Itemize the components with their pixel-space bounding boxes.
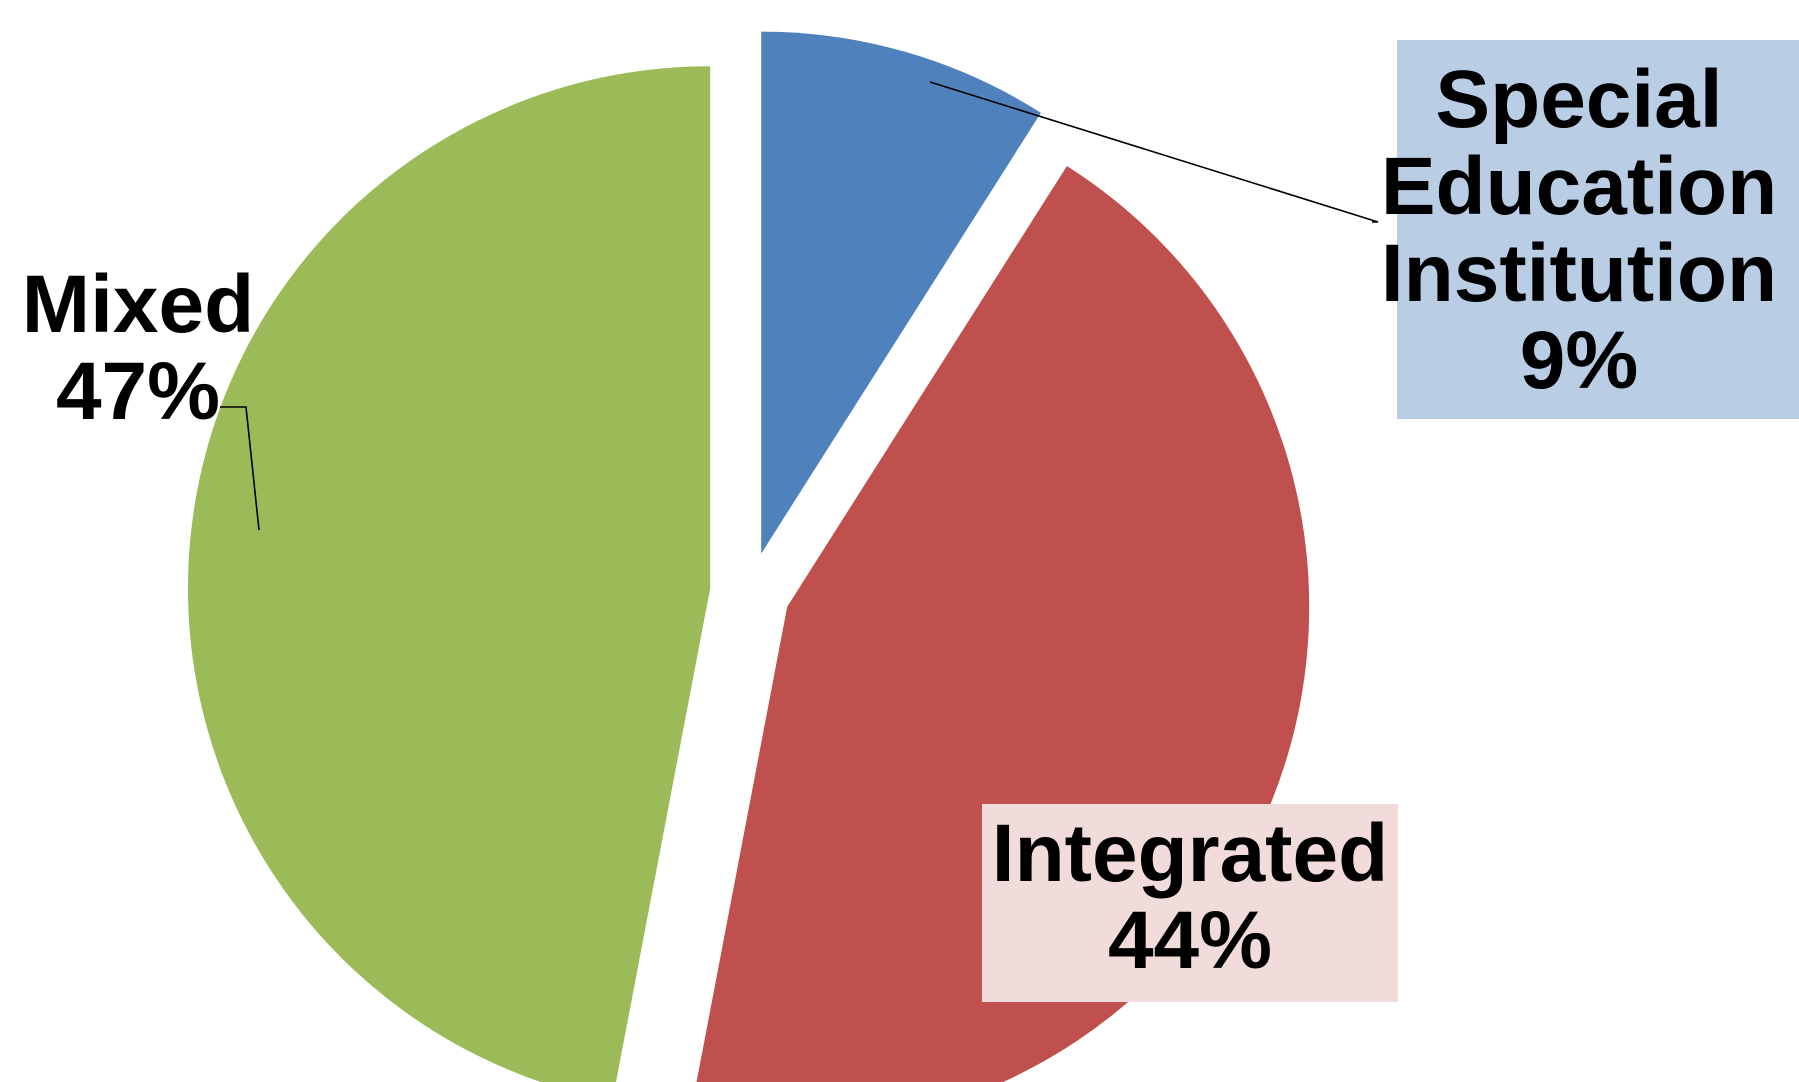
leader-line-special-education-institution	[929, 81, 1379, 223]
data-label-category-line: Institution	[1381, 228, 1777, 319]
data-label-box-integrated	[982, 804, 1398, 1002]
pie-slice-special-education-institution	[761, 31, 1041, 554]
data-label-special-education-institution: Special Education Institution 9%	[1381, 54, 1777, 406]
data-label-mixed: Mixed 47%	[22, 259, 254, 437]
data-label-category-line: Education	[1381, 141, 1777, 232]
data-label-integrated: Integrated 44%	[992, 808, 1388, 986]
pie-slice-mixed	[187, 66, 711, 1082]
leader-lines	[220, 81, 1379, 531]
data-label-value: 9%	[1520, 315, 1639, 406]
data-label-category-line: Mixed	[22, 259, 254, 350]
leader-line-mixed	[220, 406, 260, 531]
data-label-value: 44%	[1108, 895, 1272, 986]
data-label-category-line: Integrated	[992, 808, 1388, 899]
data-labels: Special Education Institution 9%Integrated 4…	[22, 40, 1799, 1002]
data-label-category-line: Special	[1435, 54, 1722, 145]
data-label-value: 47%	[56, 346, 220, 437]
data-label-box-special-education-institution	[1397, 40, 1799, 419]
